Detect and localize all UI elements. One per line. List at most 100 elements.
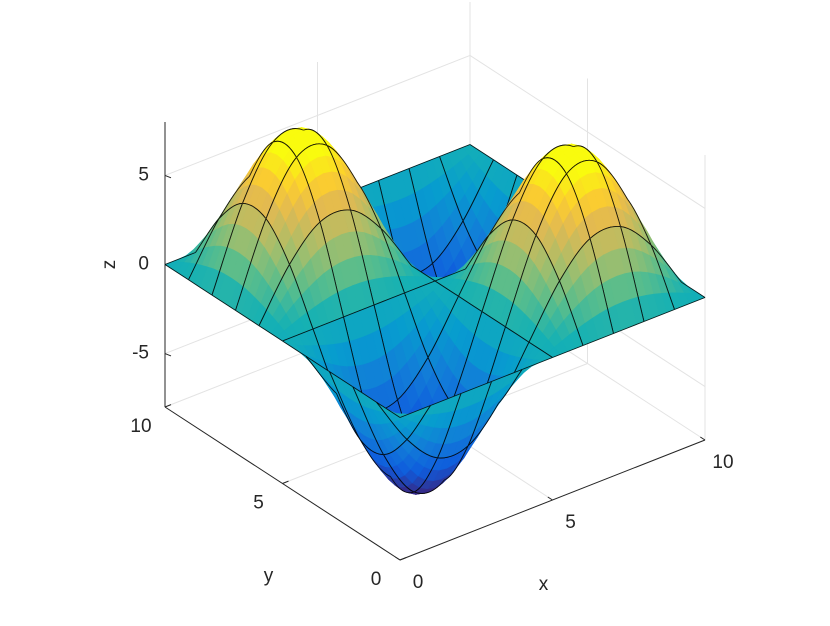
mesh-edge [469,144,494,161]
mesh-edge [289,221,321,265]
mesh-edge [188,218,220,281]
x-tick [547,496,553,501]
mesh-edge [613,321,645,334]
mesh-edge [535,173,567,236]
mesh-edge [528,280,560,343]
mesh-edge [265,218,290,265]
x-tick [700,436,706,441]
mesh-edge [681,281,706,298]
mesh-edge [542,157,567,175]
y-tick [282,480,289,484]
mesh-edge [467,403,499,447]
mesh-edge [439,144,471,157]
mesh-edge [408,156,440,169]
mesh-edge [399,405,431,418]
mesh-edge [481,311,506,328]
mesh-edge [380,228,405,294]
mesh-edge [462,159,494,222]
mesh-edge [373,292,405,306]
mesh-edge [211,203,243,296]
mesh-edge [521,357,553,370]
mesh-edge [620,226,645,322]
mesh-edge [559,238,591,282]
mesh-edge [437,445,469,459]
mesh-edge [542,144,574,159]
grid-line [164,54,471,176]
mesh-edge [505,235,537,328]
mesh-edge [650,244,682,283]
mesh-edge [498,369,523,404]
mesh-edge [434,268,466,282]
mesh-edge [329,371,361,440]
mesh-edge [596,161,628,200]
mesh-edge [242,203,267,220]
mesh-edge [380,228,412,266]
mesh-edge [350,209,382,229]
mesh-edge [481,219,513,312]
mesh-edge [488,219,513,236]
mesh-edge [319,221,344,318]
mesh-edge [329,371,354,388]
x-tick-label: 10 [712,452,733,473]
mesh-edge [488,192,520,236]
mesh-edge [404,292,429,358]
mesh-edge [188,279,213,296]
mesh-edge [296,143,328,158]
mesh-edge [303,128,328,146]
mesh-edge [620,226,652,246]
mesh-edge [383,439,408,455]
mesh-edge [390,476,415,494]
y-tick-label: 5 [253,493,264,514]
mesh-edge [258,264,290,326]
mesh-edge [326,145,351,211]
mesh-edge [164,264,189,281]
mesh-edge [359,438,391,477]
mesh-edge [512,158,544,221]
mesh-edge [343,304,375,318]
mesh-edge [467,381,492,447]
mesh-edge [272,140,297,158]
mesh-edge [376,401,408,440]
mesh-edge [528,341,553,358]
mesh-edge [465,234,490,270]
mesh-edge [458,234,490,297]
y-tick [164,404,172,408]
z-tick-label: -5 [132,343,149,364]
mesh-edge [249,141,274,177]
mesh-edge [589,238,614,334]
labels: 0 5 10 0 5 10 -5 0 5 x y z [99,164,734,595]
x-tick-label: 0 [413,572,424,593]
mesh-edge [650,244,675,310]
mesh-edge [352,386,377,403]
mesh-edge [195,218,220,253]
mesh-edge [491,369,523,382]
mesh-edge [312,316,344,330]
mesh-edge [326,145,358,184]
mesh-edge [397,357,429,401]
mesh-edge [444,445,469,481]
mesh-edge [512,219,537,236]
mesh-edge [378,168,410,181]
mesh-edge [552,345,584,358]
mesh-edge [404,280,436,294]
surface [164,127,706,495]
x-tick-label: 5 [565,512,576,533]
mesh-edge [282,340,307,357]
mesh-edge [350,209,375,306]
y-tick [399,557,407,561]
mesh-edge [289,264,314,330]
z-tick [164,174,172,179]
mesh-edge [359,438,384,455]
mesh-edge [458,295,483,312]
mesh-edge [434,280,459,297]
mesh-edge [413,457,438,493]
z-tick-label: 5 [138,164,149,185]
mesh-edge [559,280,584,346]
mesh-edge [566,159,598,175]
z-tick [164,353,172,357]
mesh-edge [566,173,591,239]
mesh-edge [437,393,462,459]
mesh-edge [305,355,330,372]
mesh-edge [505,326,530,343]
